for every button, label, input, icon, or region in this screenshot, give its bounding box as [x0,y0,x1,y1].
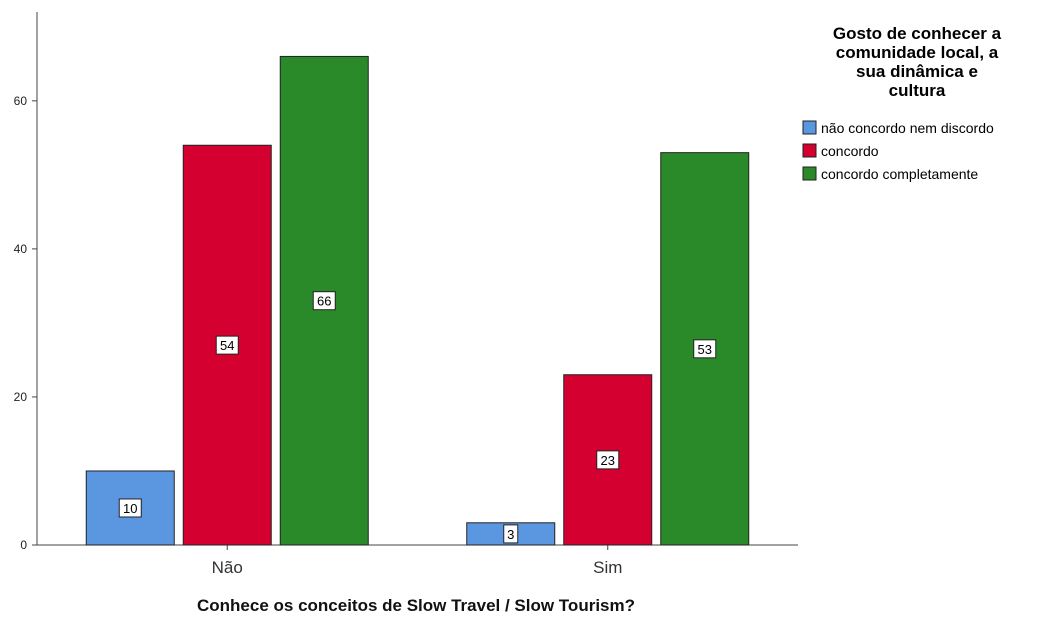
data-label-box [503,524,519,544]
legend-swatch [802,120,817,135]
data-label: 54 [220,338,234,353]
data-label-box [596,450,620,470]
data-label: 66 [317,294,331,309]
legend-entry: não concordo nem discordo [821,120,994,136]
data-label: 23 [601,453,615,468]
data-label: 10 [123,501,137,516]
y-axis: 0 20 40 60 [14,12,38,552]
data-labels: 10 54 66 3 23 53 [118,291,717,544]
x-axis-title: Conhece os conceitos de Slow Travel / Sl… [197,596,635,615]
legend-entry: concordo completamente [821,166,978,182]
data-label: 3 [507,527,514,542]
x-tick-label: Sim [593,558,622,577]
legend-title: Gosto de conhecer a [833,24,1002,43]
y-tick-label: 0 [20,538,27,552]
data-label: 53 [698,342,712,357]
legend-title: cultura [889,81,946,100]
data-label-box [118,498,142,518]
legend-title: comunidade local, a [836,43,999,62]
y-tick-label: 60 [14,94,28,108]
y-tick-label: 40 [14,242,28,256]
legend-swatch [802,143,817,158]
data-label-box [215,335,239,355]
legend-title: sua dinâmica e [856,62,978,81]
bars [85,55,750,546]
x-tick-label: Não [212,558,243,577]
y-tick-label: 20 [14,390,28,404]
legend-entry: concordo [821,143,879,159]
data-label-box [693,339,717,359]
data-label-box [312,291,336,311]
x-axis: Não Sim [37,544,798,577]
legend-swatch [802,166,817,181]
